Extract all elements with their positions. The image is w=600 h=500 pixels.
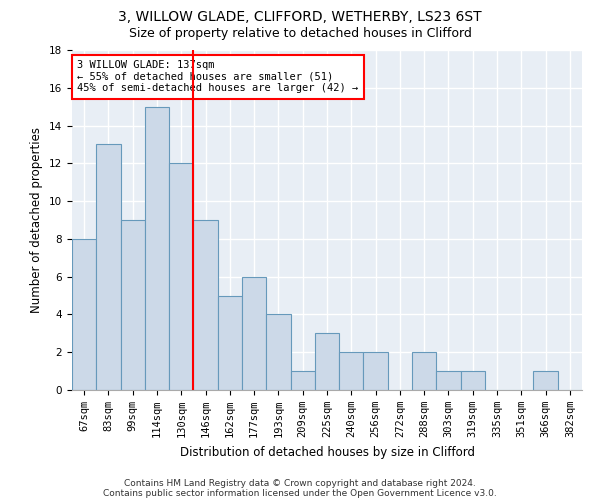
Bar xyxy=(193,220,218,390)
X-axis label: Distribution of detached houses by size in Clifford: Distribution of detached houses by size … xyxy=(179,446,475,458)
Text: 3 WILLOW GLADE: 137sqm
← 55% of detached houses are smaller (51)
45% of semi-det: 3 WILLOW GLADE: 137sqm ← 55% of detached… xyxy=(77,60,358,94)
Bar xyxy=(290,371,315,390)
Text: Contains public sector information licensed under the Open Government Licence v3: Contains public sector information licen… xyxy=(103,488,497,498)
Bar xyxy=(218,296,242,390)
Bar xyxy=(266,314,290,390)
Bar xyxy=(121,220,145,390)
Text: Contains HM Land Registry data © Crown copyright and database right 2024.: Contains HM Land Registry data © Crown c… xyxy=(124,478,476,488)
Bar xyxy=(242,276,266,390)
Bar xyxy=(145,106,169,390)
Y-axis label: Number of detached properties: Number of detached properties xyxy=(31,127,43,313)
Bar xyxy=(436,371,461,390)
Bar xyxy=(315,334,339,390)
Bar xyxy=(461,371,485,390)
Bar xyxy=(169,164,193,390)
Bar xyxy=(339,352,364,390)
Bar xyxy=(96,144,121,390)
Bar xyxy=(533,371,558,390)
Text: Size of property relative to detached houses in Clifford: Size of property relative to detached ho… xyxy=(128,28,472,40)
Text: 3, WILLOW GLADE, CLIFFORD, WETHERBY, LS23 6ST: 3, WILLOW GLADE, CLIFFORD, WETHERBY, LS2… xyxy=(118,10,482,24)
Bar xyxy=(412,352,436,390)
Bar xyxy=(364,352,388,390)
Bar xyxy=(72,239,96,390)
